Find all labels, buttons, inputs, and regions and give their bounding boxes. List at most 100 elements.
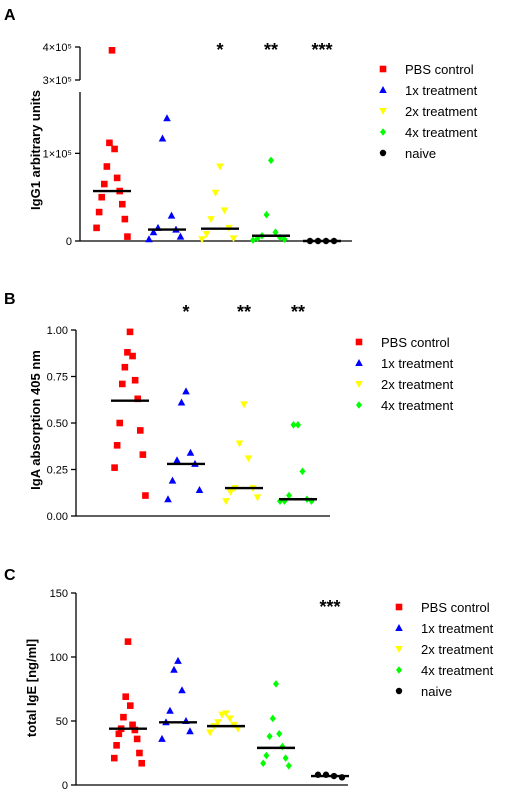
legend-label: naive bbox=[405, 146, 436, 161]
legend-label: PBS control bbox=[421, 600, 490, 615]
panel-b: B 0.00 0.25 0.50 0.75 1.00 IgA absorption 405 … bbox=[4, 291, 454, 523]
data-point bbox=[177, 398, 186, 406]
legend-entry: PBS control bbox=[395, 600, 490, 615]
data-point bbox=[218, 711, 226, 719]
panel-letter: A bbox=[4, 7, 16, 24]
legend-marker bbox=[379, 108, 387, 115]
data-point bbox=[145, 235, 153, 243]
data-point bbox=[98, 193, 106, 201]
legend-label: 1x treatment bbox=[405, 83, 478, 98]
legend-entry: 4x treatment bbox=[356, 398, 454, 413]
panel-a: A 0 1×10⁵ 3×10⁵ 4×10⁵ IgG1 arbitrary units PBS… bbox=[4, 7, 478, 248]
data-point bbox=[254, 234, 261, 243]
data-point bbox=[115, 730, 123, 738]
legend-marker bbox=[395, 687, 403, 695]
series-pbs-control bbox=[93, 47, 131, 240]
data-point bbox=[250, 236, 256, 244]
significance-label: ** bbox=[264, 40, 278, 60]
data-point bbox=[118, 200, 126, 208]
legend-entry: naive bbox=[379, 146, 436, 161]
data-point bbox=[124, 638, 132, 645]
data-point bbox=[235, 440, 244, 448]
data-point bbox=[131, 376, 139, 384]
legend-marker bbox=[395, 624, 403, 631]
y-tick-label: 0.25 bbox=[47, 465, 68, 477]
data-point bbox=[182, 387, 190, 395]
y-axis-label: IgA absorption 405 nm bbox=[28, 350, 43, 490]
data-point bbox=[299, 467, 306, 476]
data-point bbox=[131, 726, 139, 734]
legend-entry: 4x treatment bbox=[396, 663, 494, 678]
data-point bbox=[126, 702, 134, 709]
data-point bbox=[139, 451, 147, 458]
legend-entry: 2x treatment bbox=[355, 377, 454, 392]
significance-label: *** bbox=[311, 40, 332, 60]
y-tick-label: 100 bbox=[50, 652, 68, 664]
y-tick-label: 4×10⁵ bbox=[43, 42, 72, 54]
data-point bbox=[176, 232, 185, 240]
data-point bbox=[118, 380, 126, 388]
legend-marker bbox=[379, 65, 387, 73]
y-tick-label: 0 bbox=[66, 236, 72, 248]
data-point bbox=[186, 727, 194, 735]
data-point bbox=[226, 488, 235, 496]
data-point bbox=[263, 751, 270, 760]
data-point bbox=[202, 230, 211, 238]
legend-label: PBS control bbox=[381, 335, 450, 350]
data-point bbox=[226, 715, 234, 723]
data-point bbox=[110, 754, 118, 762]
y-tick-label: 0 bbox=[62, 780, 68, 792]
legend-label: 1x treatment bbox=[421, 621, 494, 636]
axes bbox=[71, 592, 348, 786]
significance-label: ** bbox=[291, 302, 305, 322]
data-point bbox=[163, 114, 171, 122]
y-axis-label: total IgE [ng/ml] bbox=[24, 639, 39, 737]
y-tick-label: 0.50 bbox=[47, 418, 68, 430]
legend-label: 4x treatment bbox=[421, 663, 494, 678]
data-point bbox=[170, 665, 178, 673]
data-point bbox=[124, 233, 131, 240]
data-point bbox=[166, 706, 174, 714]
data-point bbox=[268, 156, 274, 165]
data-point bbox=[129, 352, 136, 360]
data-point bbox=[136, 427, 144, 434]
data-point bbox=[295, 421, 301, 429]
legend-marker bbox=[395, 603, 403, 611]
data-point bbox=[142, 492, 149, 499]
data-point bbox=[103, 163, 111, 170]
data-point bbox=[206, 729, 214, 737]
data-point bbox=[207, 216, 215, 224]
legend-label: 2x treatment bbox=[405, 104, 478, 119]
data-point bbox=[273, 680, 279, 688]
data-point bbox=[286, 491, 292, 500]
significance-label: *** bbox=[319, 597, 340, 617]
y-tick-label: 150 bbox=[50, 588, 68, 600]
data-point bbox=[100, 180, 108, 188]
data-point bbox=[167, 211, 176, 219]
data-point bbox=[244, 455, 253, 463]
legend-marker bbox=[356, 401, 362, 409]
data-point bbox=[116, 419, 124, 427]
data-point bbox=[122, 693, 130, 700]
data-point bbox=[111, 464, 118, 471]
series-naive bbox=[303, 237, 341, 245]
y-axis-label: IgG1 arbitrary units bbox=[28, 90, 43, 210]
data-point bbox=[106, 139, 113, 147]
data-point bbox=[164, 495, 172, 503]
series-2x-treatment bbox=[198, 163, 239, 244]
data-point bbox=[282, 754, 289, 762]
series-naive bbox=[311, 771, 349, 781]
significance-label: * bbox=[182, 302, 189, 322]
axes bbox=[75, 46, 352, 242]
data-point bbox=[126, 328, 134, 336]
data-point bbox=[173, 456, 181, 464]
legend-marker bbox=[379, 149, 387, 157]
legend-marker bbox=[355, 381, 363, 388]
data-point bbox=[111, 145, 118, 153]
data-point bbox=[124, 349, 131, 356]
legend-label: 2x treatment bbox=[381, 377, 454, 392]
data-point bbox=[158, 734, 166, 742]
data-point bbox=[95, 208, 103, 216]
legend-marker bbox=[355, 359, 363, 366]
